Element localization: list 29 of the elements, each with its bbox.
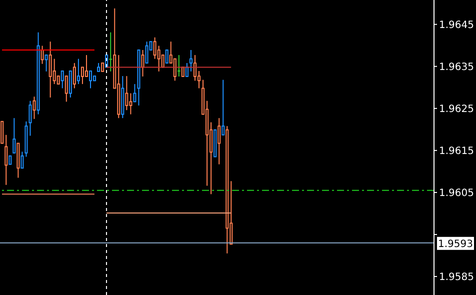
candlestick xyxy=(218,118,221,165)
y-tick-label: 1.9615 xyxy=(439,146,474,157)
candlestick xyxy=(145,41,148,64)
y-tick-label: 1.9645 xyxy=(439,20,474,31)
candlestick xyxy=(48,41,52,98)
candlestick xyxy=(133,84,136,102)
y-tick-label: 1.9635 xyxy=(439,62,474,73)
candlestick xyxy=(4,134,8,186)
candlestick xyxy=(80,66,84,85)
candlestick xyxy=(76,58,80,85)
ref-line-label: 1.9593 xyxy=(438,238,473,250)
candlestick xyxy=(84,54,88,77)
candlestick xyxy=(185,62,188,77)
candlestick xyxy=(52,58,56,85)
candlestick xyxy=(108,32,113,72)
candlestick xyxy=(193,54,196,82)
y-tick-label: 1.9625 xyxy=(439,104,474,115)
candlestick xyxy=(157,45,160,72)
candlestick xyxy=(165,50,168,64)
candlestick xyxy=(173,58,176,82)
candlestick xyxy=(68,70,72,98)
candlestick xyxy=(125,76,128,111)
candlestick xyxy=(89,70,92,89)
y-tick-label: 1.9605 xyxy=(439,188,474,200)
candlestick xyxy=(176,54,181,77)
y-tick-label: 1.9585 xyxy=(439,272,474,284)
candlestick xyxy=(129,92,132,115)
candlestick xyxy=(153,36,156,60)
candlestick xyxy=(28,100,32,136)
